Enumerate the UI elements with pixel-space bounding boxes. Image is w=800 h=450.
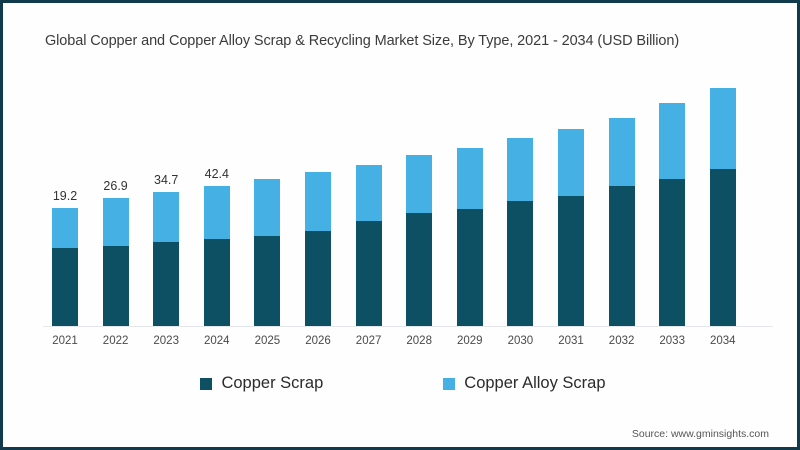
x-axis-tick-label: 2024 [204, 335, 230, 347]
bar-segment-copper-scrap [608, 186, 635, 326]
x-axis-tick-label: 2029 [457, 335, 483, 347]
bar-segment-copper-alloy-scrap [52, 208, 78, 248]
legend-label: Copper Scrap [221, 374, 324, 392]
bar-stack [709, 88, 736, 326]
bar-segment-copper-alloy-scrap [507, 138, 534, 201]
bar-segment-copper-alloy-scrap [305, 172, 331, 231]
bar-stack [254, 179, 281, 326]
bar-stack [507, 138, 534, 326]
x-axis-tick-label: 2025 [254, 335, 281, 347]
bar-segment-copper-scrap [456, 209, 483, 326]
bar-value-label: 34.7 [154, 173, 179, 187]
bar-value-label: 19.2 [52, 189, 78, 203]
bar-stack [52, 208, 78, 326]
bar-segment-copper-alloy-scrap [456, 148, 483, 209]
bar-segment-copper-scrap [507, 201, 534, 326]
bar-value-label: 42.4 [204, 167, 229, 181]
x-axis-tick-label: 2023 [153, 335, 179, 347]
bar-segment-copper-alloy-scrap [153, 192, 180, 242]
bar-stack [153, 192, 180, 326]
page-title: Global Copper and Copper Alloy Scrap & R… [45, 33, 680, 49]
bar-segment-copper-alloy-scrap [102, 198, 129, 246]
x-axis-tick-label: 2028 [406, 335, 432, 347]
bar-segment-copper-alloy-scrap [709, 88, 736, 169]
legend-item[interactable]: Copper Alloy Scrap [443, 374, 606, 393]
bar-segment-copper-scrap [153, 242, 180, 326]
bar-segment-copper-scrap [102, 246, 129, 326]
bar-stack [456, 148, 483, 326]
bar-segment-copper-scrap [254, 236, 281, 326]
chart-legend: Copper Scrap Copper Alloy Scrap [3, 374, 797, 393]
x-axis-tick-label: 2031 [558, 335, 584, 347]
bar-segment-copper-alloy-scrap [659, 103, 686, 179]
bar-segment-copper-alloy-scrap [406, 155, 433, 213]
legend-label: Copper Alloy Scrap [464, 374, 606, 392]
bar-segment-copper-scrap [659, 179, 686, 326]
bar-stack [305, 172, 331, 326]
bar-segment-copper-alloy-scrap [203, 186, 230, 239]
bar-stack [203, 186, 230, 326]
bar-segment-copper-scrap [709, 169, 736, 326]
bar-segment-copper-alloy-scrap [558, 129, 584, 196]
x-axis-line [43, 326, 773, 327]
bar-segment-copper-scrap [558, 196, 584, 326]
x-axis-tick-label: 2021 [52, 335, 78, 347]
x-axis-tick-label: 2026 [305, 335, 331, 347]
bar-segment-copper-alloy-scrap [608, 118, 635, 186]
bar-segment-copper-scrap [305, 231, 331, 326]
x-axis-tick-label: 2032 [608, 335, 635, 347]
x-axis-tick-label: 2033 [659, 335, 685, 347]
legend-swatch-icon [443, 377, 456, 390]
bar-stack [355, 165, 382, 326]
plot-area: 19.2 26.9 34.7 42.4 2021 2022 2023 2024 2025 202… [3, 3, 797, 447]
legend-item[interactable]: Copper Scrap [200, 374, 323, 393]
bar-segment-copper-alloy-scrap [254, 179, 281, 236]
bar-segment-copper-scrap [355, 221, 382, 326]
bar-stack [558, 129, 584, 326]
x-axis-tick-label: 2027 [355, 335, 382, 347]
bar-stack [608, 118, 635, 326]
x-axis-tick-label: 2034 [710, 335, 736, 347]
bar-segment-copper-scrap [406, 213, 433, 326]
bar-segment-copper-alloy-scrap [355, 165, 382, 221]
bar-stack [406, 155, 433, 326]
bar-stack [102, 198, 129, 326]
bar-stack [659, 103, 686, 326]
bar-segment-copper-scrap [52, 248, 78, 326]
source-note: Source: www.gminsights.com [631, 428, 769, 440]
x-axis-tick-label: 2022 [102, 335, 129, 347]
x-axis-tick-label: 2030 [507, 335, 534, 347]
legend-swatch-icon [200, 377, 213, 390]
bar-value-label: 26.9 [103, 179, 128, 193]
bar-segment-copper-scrap [203, 239, 230, 326]
